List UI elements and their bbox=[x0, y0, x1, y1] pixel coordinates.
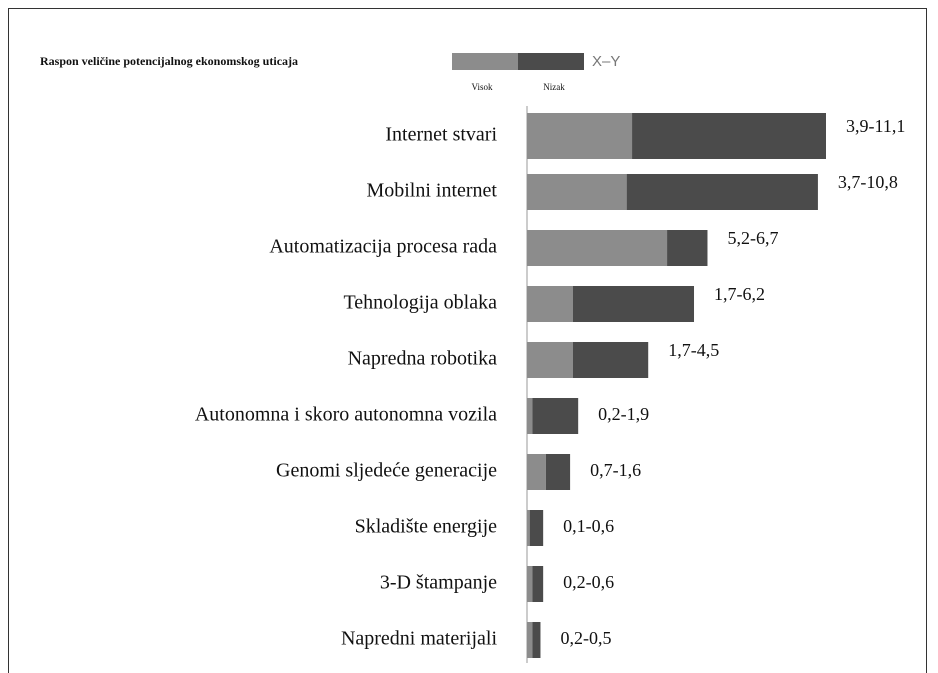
value-label: 0,7-1,6 bbox=[590, 460, 641, 480]
bar-low bbox=[527, 622, 533, 658]
bar-range bbox=[532, 622, 541, 658]
value-label: 5,2-6,7 bbox=[727, 228, 778, 248]
bar-range bbox=[626, 174, 818, 210]
value-label: 0,1-0,6 bbox=[563, 516, 614, 536]
bar-range bbox=[572, 342, 649, 378]
legend-label: Visok bbox=[472, 82, 493, 92]
value-label: 3,9-11,1 bbox=[846, 116, 905, 136]
bar-range bbox=[532, 566, 544, 602]
bar-range bbox=[632, 113, 826, 159]
bar-low bbox=[527, 510, 530, 546]
category-label: Autonomna i skoro autonomna vozila bbox=[195, 404, 497, 426]
category-label: Genomi sljedeće generacije bbox=[276, 460, 497, 482]
value-label: 3,7-10,8 bbox=[838, 172, 898, 192]
category-label: 3-D štampanje bbox=[380, 572, 497, 594]
bar-low bbox=[527, 454, 546, 490]
legend-label: Nizak bbox=[543, 82, 565, 92]
category-label: Automatizacija procesa rada bbox=[269, 236, 497, 258]
category-label: Napredni materijali bbox=[341, 628, 497, 650]
value-label: 0,2-0,6 bbox=[563, 572, 614, 592]
category-label: Napredna robotika bbox=[348, 348, 498, 370]
value-label: 0,2-0,5 bbox=[560, 628, 611, 648]
legend-swatch bbox=[518, 53, 584, 70]
category-label: Mobilni internet bbox=[366, 180, 497, 202]
bar-range bbox=[532, 398, 579, 434]
legend-swatch bbox=[452, 53, 518, 70]
legend-title: Raspon veličine potencijalnog ekonomskog… bbox=[40, 54, 298, 68]
bar-low bbox=[527, 230, 668, 266]
bar-range bbox=[667, 230, 708, 266]
bar-range bbox=[529, 510, 544, 546]
bar-low bbox=[527, 398, 533, 434]
category-label: Skladište energije bbox=[355, 516, 497, 538]
bar-low bbox=[527, 342, 573, 378]
range-label: X–Y bbox=[592, 53, 620, 70]
value-label: 0,2-1,9 bbox=[598, 404, 649, 424]
bar-low bbox=[527, 566, 533, 602]
category-label: Internet stvari bbox=[385, 124, 497, 146]
value-label: 1,7-6,2 bbox=[714, 284, 765, 304]
bar-low bbox=[527, 286, 573, 322]
frame bbox=[8, 8, 927, 673]
bar-range bbox=[572, 286, 695, 322]
bar-range bbox=[545, 454, 571, 490]
bar-low bbox=[527, 113, 633, 159]
value-label: 1,7-4,5 bbox=[668, 340, 719, 360]
category-label: Tehnologija oblaka bbox=[343, 292, 497, 314]
bar-low bbox=[527, 174, 627, 210]
